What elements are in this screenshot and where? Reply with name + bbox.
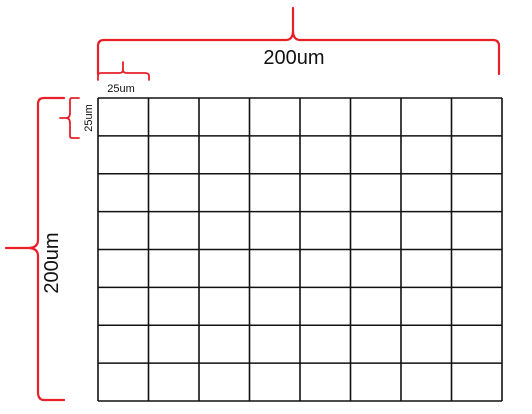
cell-width-label: 25um <box>107 83 135 95</box>
total-width-label: 200um <box>263 47 324 69</box>
cell-width-brace <box>97 61 150 81</box>
total-width-brace <box>96 6 501 76</box>
total-height-label: 200um <box>41 232 63 293</box>
cell-height-brace <box>59 97 80 139</box>
cell-height-label: 25um <box>83 104 95 132</box>
total-height-brace <box>4 96 66 402</box>
grid <box>97 97 503 402</box>
